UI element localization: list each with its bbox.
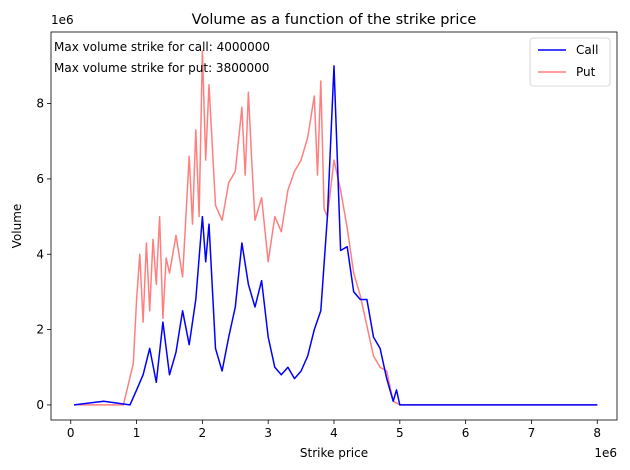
y-tick-label: 4 [36,247,44,261]
legend: Call Put [529,37,611,87]
x-tick-label: 2 [199,426,207,440]
plot-area [50,31,618,421]
series-line-call [73,65,598,406]
annotation-max-put: Max volume strike for put: 3800000 [54,61,269,75]
series-line-put [74,50,598,406]
legend-label-call: Call [576,43,598,57]
x-tick-label: 4 [330,426,338,440]
x-tick-label: 1 [133,426,141,440]
y-tick-label: 8 [36,97,44,111]
x-tick-label: 5 [396,426,404,440]
annotation-max-call: Max volume strike for call: 4000000 [54,40,270,54]
chart-title: Volume as a function of the strike price [192,12,477,28]
y-tick-label: 0 [36,398,44,412]
x-axis: 0 1 2 3 4 5 6 7 8 [67,420,601,440]
x-tick-label: 3 [264,426,272,440]
x-tick-label: 6 [462,426,470,440]
legend-label-put: Put [576,65,596,79]
x-tick-label: 7 [528,426,536,440]
x-tick-label: 0 [67,426,75,440]
plot-background [51,32,617,420]
y-tick-label: 6 [36,172,44,186]
y-offset-label: 1e6 [51,13,74,27]
x-offset-label: 1e6 [594,446,617,460]
series-layer [73,50,598,406]
x-axis-label: Strike price [300,446,368,460]
y-axis-label: Volume [10,204,24,249]
y-axis: 0 2 4 6 8 [36,97,51,412]
x-tick-label: 8 [593,426,601,440]
y-tick-label: 2 [36,323,44,337]
